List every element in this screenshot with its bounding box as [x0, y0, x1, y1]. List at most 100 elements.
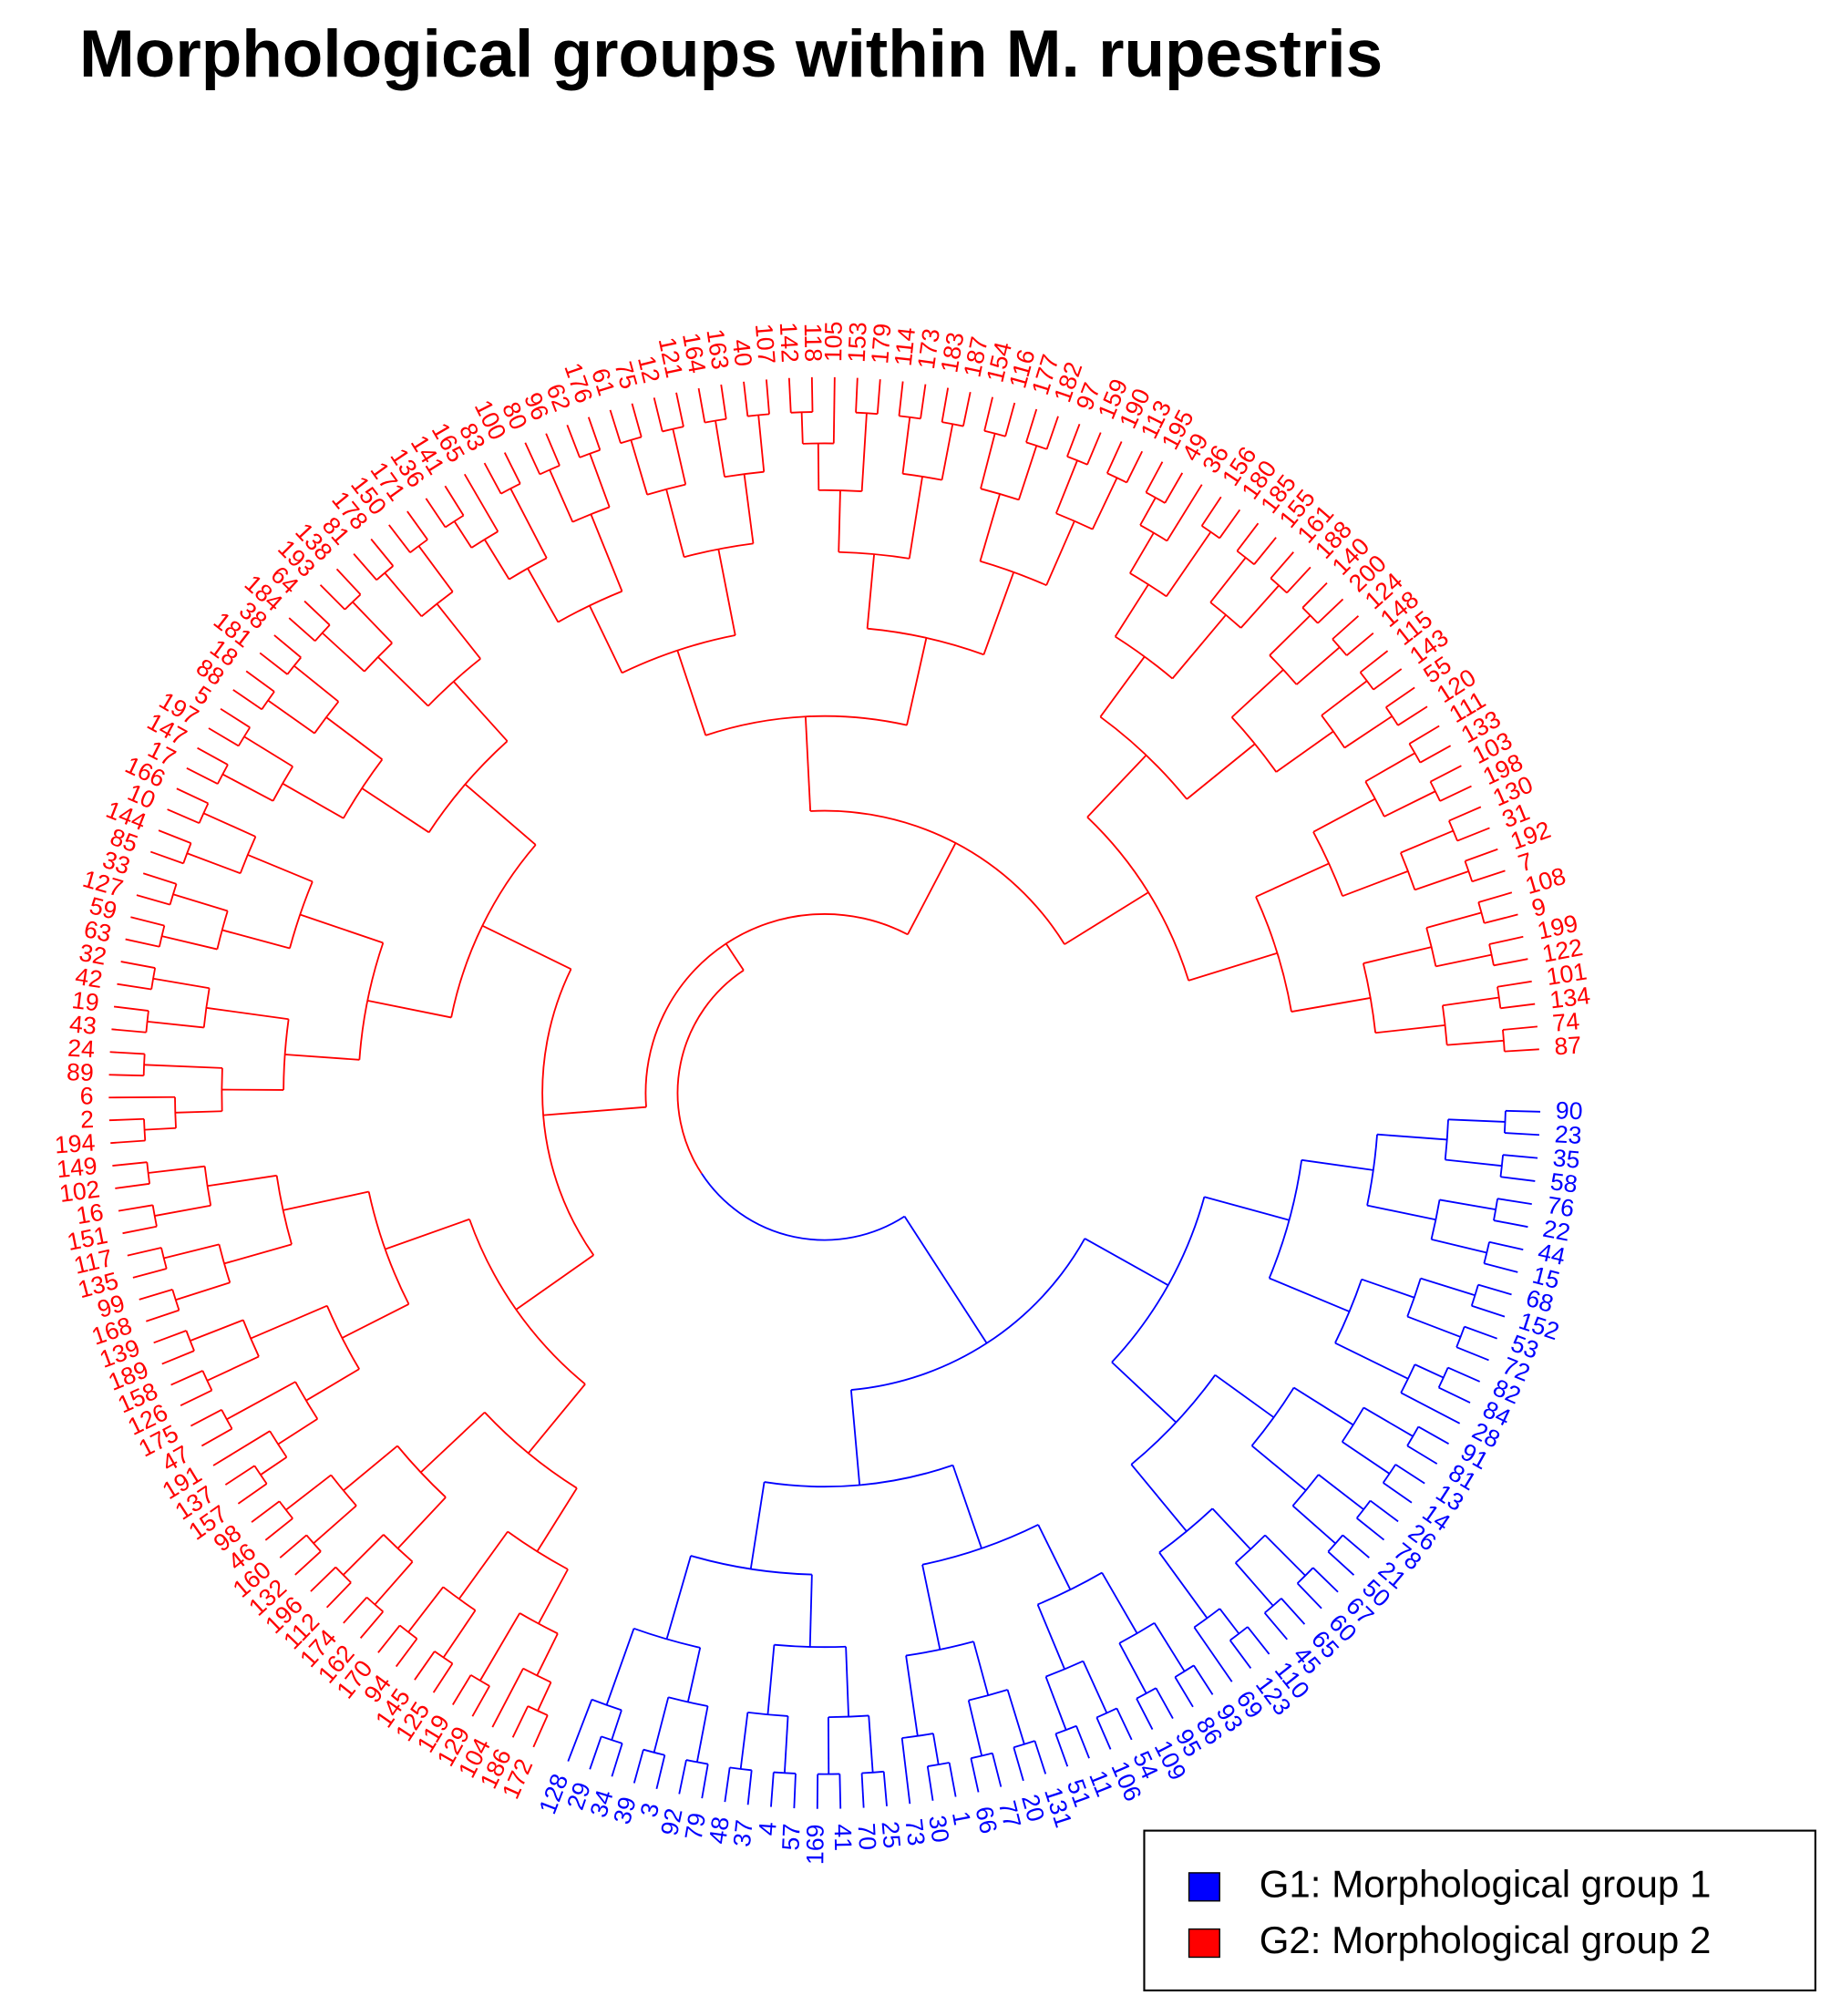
branch-arc: [571, 506, 611, 523]
branch: [515, 1254, 594, 1311]
branch: [655, 1754, 666, 1790]
branch: [161, 935, 218, 951]
branch-arc: [330, 1474, 357, 1507]
branch-arc: [150, 967, 157, 990]
branch: [264, 1517, 293, 1541]
branch: [1488, 935, 1524, 945]
branch: [1186, 743, 1256, 800]
branch-arc: [1115, 635, 1174, 680]
leaf-label: 194: [54, 1128, 97, 1158]
branch: [352, 601, 393, 644]
branch: [130, 916, 165, 927]
branch: [1455, 1346, 1489, 1362]
leaf-label: 2: [80, 1106, 95, 1134]
branch-arc: [470, 1674, 490, 1687]
branch: [1406, 1445, 1438, 1465]
branch: [167, 808, 200, 824]
branch-arc: [983, 429, 1006, 437]
branch: [920, 384, 927, 419]
branch: [377, 1624, 401, 1653]
branch: [1045, 520, 1075, 586]
branch: [1317, 598, 1344, 624]
branch: [1363, 1406, 1414, 1437]
branch-arc: [921, 1524, 1039, 1566]
branch-arc: [747, 413, 770, 417]
branch: [1054, 459, 1078, 514]
branch-arc: [174, 1096, 177, 1128]
branch-arc: [445, 514, 465, 529]
dendrogram: [108, 376, 1541, 1809]
branch: [148, 1165, 205, 1174]
branch: [325, 1581, 352, 1609]
branch: [1408, 725, 1440, 745]
leaf-label: 1: [947, 1809, 976, 1827]
branch: [672, 428, 687, 485]
branch: [260, 1456, 288, 1476]
branch: [1477, 1283, 1512, 1296]
branch: [932, 1733, 940, 1765]
branch: [370, 538, 395, 567]
branch-arc: [217, 764, 229, 785]
branch: [1230, 669, 1284, 718]
branch: [1445, 1158, 1502, 1167]
branch-arc: [1499, 1155, 1504, 1178]
leaf-label: 35: [1552, 1144, 1581, 1174]
branch: [1004, 402, 1016, 437]
leaf-label: 58: [1548, 1167, 1579, 1198]
branch: [343, 1597, 368, 1624]
branch: [374, 1561, 414, 1606]
branch-arc: [644, 912, 909, 1107]
branch: [259, 652, 288, 675]
leaf-label: 24: [67, 1034, 95, 1064]
branch-arc: [1364, 781, 1385, 818]
branch: [282, 782, 345, 819]
branch-arc: [201, 1370, 213, 1391]
branch: [1045, 416, 1059, 450]
branch: [127, 1247, 162, 1257]
leaf-label: 142: [775, 322, 804, 364]
branch: [686, 1647, 702, 1702]
branch: [1099, 655, 1146, 718]
branch-arc: [142, 1054, 146, 1076]
leaf-label: 164: [677, 331, 711, 375]
branch: [800, 412, 804, 444]
branch: [611, 1710, 622, 1741]
leaf-label: 63: [81, 915, 113, 948]
branch-arc: [272, 766, 293, 802]
branch: [542, 1106, 647, 1116]
branch-arc: [971, 1752, 993, 1760]
branch: [503, 452, 521, 485]
branch: [1496, 1198, 1532, 1206]
branch: [1400, 1392, 1461, 1425]
branch: [483, 539, 510, 581]
branch: [907, 842, 957, 935]
branch: [1500, 1003, 1536, 1010]
branch-arc: [365, 1596, 384, 1613]
leaf-labels: 9023355876224415681525372828428918113142…: [54, 321, 1592, 1865]
branch: [1145, 461, 1164, 493]
branch: [322, 632, 365, 673]
branch: [787, 377, 792, 413]
branch: [1334, 1342, 1409, 1380]
branch-arc: [1503, 1110, 1507, 1134]
branch-arc: [239, 836, 257, 874]
branch-arc: [202, 988, 211, 1028]
branch: [208, 727, 240, 747]
branch: [154, 1204, 211, 1217]
leaf-label: 48: [704, 1815, 735, 1846]
leaf-label: 32: [77, 939, 109, 971]
leaf-label: 107: [750, 323, 781, 365]
branch: [538, 1569, 569, 1624]
branch: [1017, 445, 1038, 500]
branch: [325, 716, 383, 760]
branch: [1488, 1240, 1524, 1250]
branch: [341, 1303, 409, 1339]
leaf-label: 9: [1529, 892, 1549, 922]
branch: [757, 415, 766, 472]
branch-arc: [941, 421, 964, 427]
branch: [1376, 1133, 1447, 1141]
branch: [855, 377, 859, 413]
branch: [1291, 997, 1371, 1013]
branch: [903, 1216, 988, 1344]
